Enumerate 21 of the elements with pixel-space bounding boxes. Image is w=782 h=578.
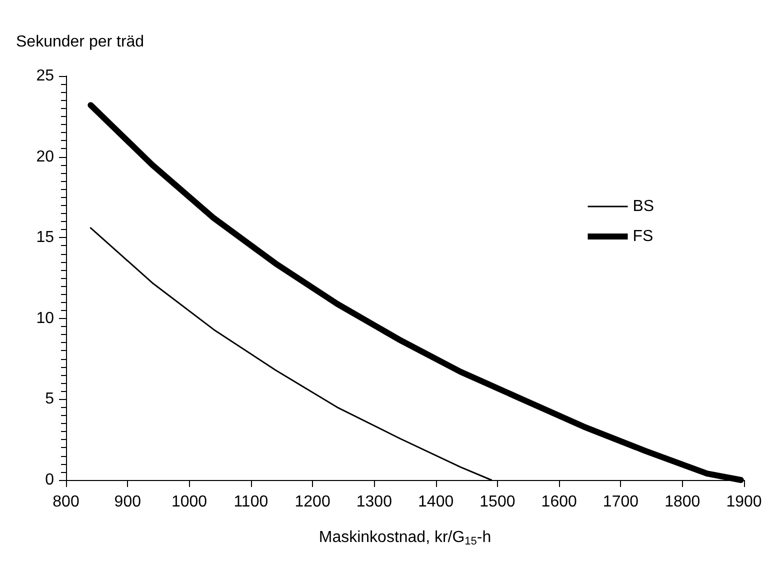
x-tick-label: 1400 — [418, 494, 454, 510]
y-tick-label: 15 — [36, 229, 54, 246]
y-tick-label: 5 — [45, 390, 54, 408]
y-tick-label: 20 — [36, 148, 54, 166]
x-tick-label: 900 — [114, 494, 142, 510]
legend-label: FS — [632, 228, 654, 245]
x-tick-label: 1700 — [602, 494, 639, 510]
y-tick-label: 0 — [45, 472, 54, 488]
x-tick-label: 800 — [52, 494, 80, 510]
x-tick-label: 1300 — [356, 494, 392, 510]
x-tick-label: 1600 — [541, 494, 577, 510]
x-tick-label: 1500 — [480, 494, 516, 510]
legend-label: BS — [632, 198, 654, 215]
x-tick-label: 1100 — [234, 494, 268, 510]
x-tick-label: 1800 — [664, 494, 700, 510]
x-tick-label: 1900 — [726, 494, 762, 510]
y-tick-label: 25 — [36, 68, 54, 84]
y-tick-label: 10 — [36, 310, 54, 327]
x-tick-label: 1200 — [294, 494, 330, 510]
x-tick-label: 1000 — [171, 494, 208, 510]
y-axis-title: Sekunder per träd — [16, 34, 144, 50]
